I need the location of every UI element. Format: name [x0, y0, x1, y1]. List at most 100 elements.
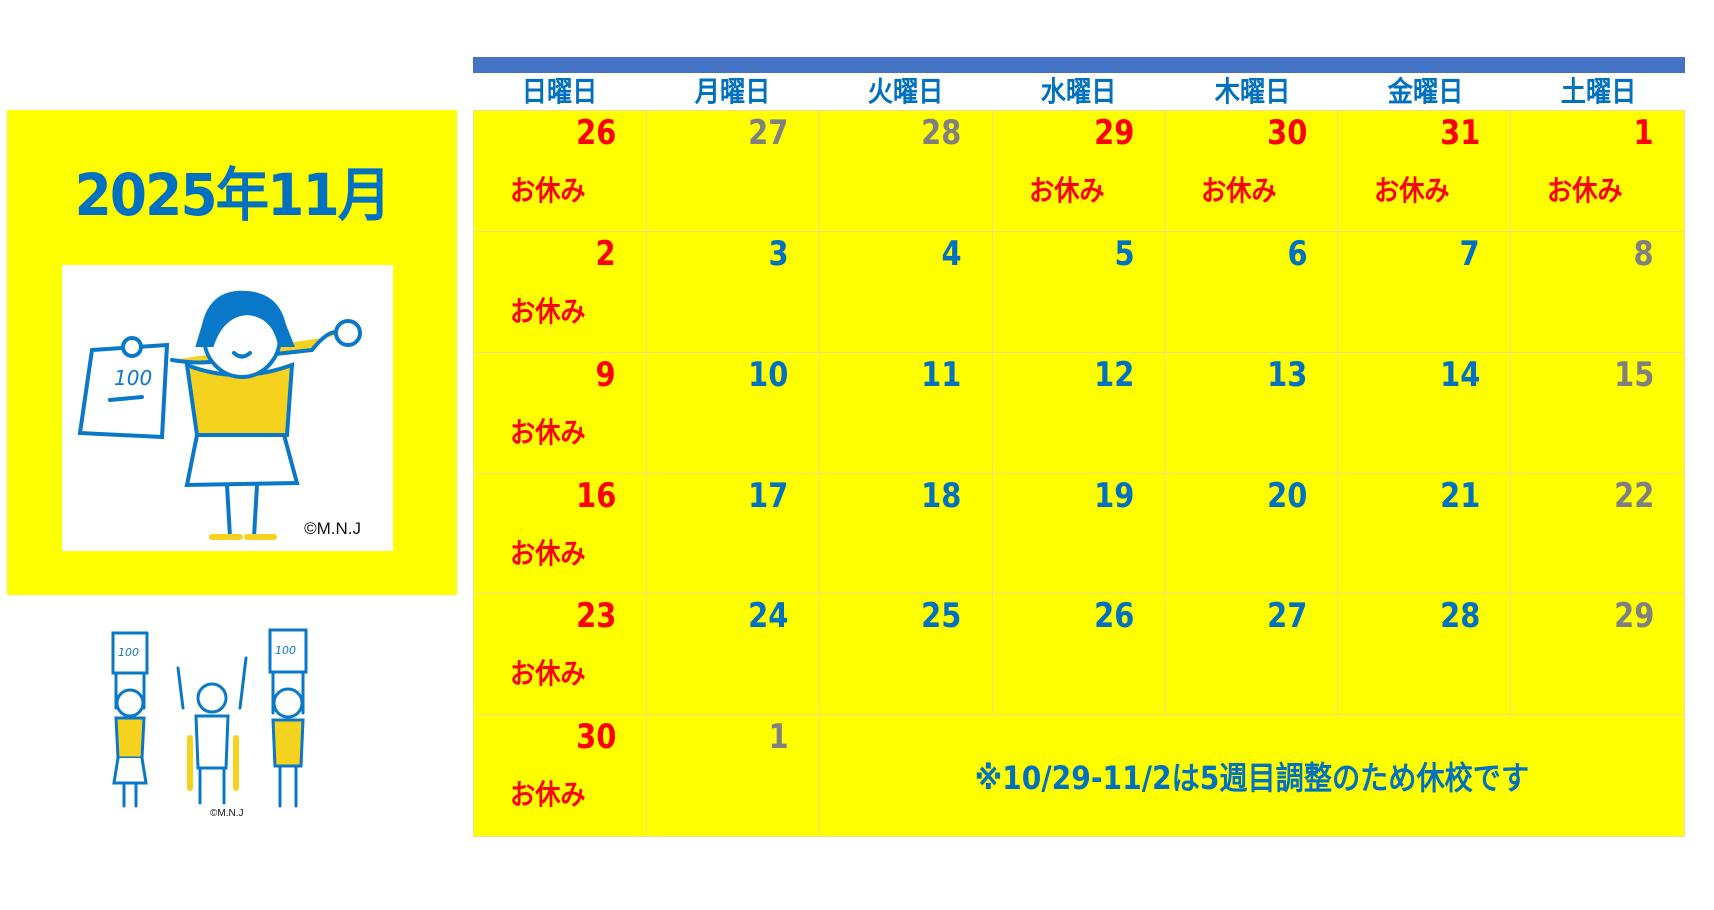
month-title: 2025年11月 — [74, 161, 392, 229]
day-cell: 21 — [1338, 473, 1512, 595]
calendar-grid: 26 お休み 27 28 29 お休み 30 お休み 31 お休み 1 お休み 2 お休み 3 4 5 6 7 8 9 お… — [473, 110, 1685, 837]
weekday-1: 月曜日 — [694, 75, 771, 108]
weekday-5: 金曜日 — [1387, 75, 1464, 108]
copyright-small: ©M.N.J — [210, 808, 244, 819]
day-number: 8 — [1633, 233, 1654, 274]
holiday-label: お休み — [510, 294, 586, 328]
paper-score-2: 100 — [275, 644, 296, 657]
day-cell: 1 お休み — [1511, 111, 1684, 232]
holiday-label: お休み — [1028, 174, 1105, 207]
day-cell: 5 — [992, 231, 1166, 353]
holiday-label: お休み — [510, 536, 586, 570]
day-number: 22 — [1613, 475, 1654, 516]
day-cell: 9 お休み — [474, 352, 647, 474]
day-cell: 7 — [1338, 231, 1512, 353]
day-cell: 16 お休み — [474, 473, 647, 595]
day-number: 23 — [575, 596, 616, 637]
day-number: 28 — [1439, 596, 1481, 637]
day-number: 26 — [575, 113, 616, 153]
day-cell: 23 お休み — [474, 594, 647, 716]
holiday-label: お休み — [510, 778, 586, 812]
holiday-label: お休み — [510, 415, 586, 449]
day-cell: 4 — [819, 231, 993, 353]
day-number: 7 — [1460, 233, 1481, 274]
day-cell: 20 — [1165, 473, 1339, 595]
day-cell: 24 — [646, 594, 820, 716]
day-number: 30 — [575, 717, 616, 758]
day-cell: 22 — [1511, 474, 1684, 595]
day-cell: 6 — [1165, 231, 1339, 353]
girl-illustration: 100 ©M.N.J — [62, 265, 393, 551]
day-cell: 13 — [1165, 352, 1339, 474]
day-number: 5 — [1114, 233, 1135, 274]
day-number: 11 — [921, 354, 962, 395]
day-number: 26 — [1094, 596, 1135, 637]
copyright: ©M.N.J — [304, 519, 361, 538]
day-cell: 11 — [819, 352, 993, 474]
month-panel: 2025年11月 100 ©M.N.J — [7, 110, 457, 595]
day-number: 27 — [1267, 596, 1308, 637]
day-number: 12 — [1094, 354, 1135, 395]
day-number: 30 — [1267, 113, 1308, 153]
day-cell: 12 — [992, 352, 1166, 474]
day-number: 18 — [921, 475, 962, 516]
day-cell: 1 — [647, 715, 820, 836]
day-cell: 17 — [646, 473, 820, 595]
day-cell: 27 — [1165, 594, 1339, 716]
weekday-header: 日曜日 月曜日 火曜日 水曜日 木曜日 金曜日 土曜日 — [473, 73, 1685, 110]
day-cell: 8 — [1511, 232, 1684, 353]
weekday-3: 水曜日 — [1041, 75, 1117, 108]
closure-note: ※10/29-11/2は5週目調整のため休校です — [820, 715, 1684, 836]
weekday-4: 木曜日 — [1214, 75, 1290, 108]
day-cell: 19 — [992, 473, 1166, 595]
day-number: 25 — [921, 596, 962, 637]
day-cell: 26 お休み — [474, 111, 647, 232]
day-cell: 31 お休み — [1338, 111, 1512, 232]
weekday-2: 火曜日 — [868, 75, 944, 108]
day-number: 31 — [1439, 113, 1481, 153]
day-number: 19 — [1094, 475, 1135, 516]
day-cell: 29 — [1511, 594, 1684, 716]
day-number: 2 — [595, 233, 616, 274]
day-cell: 2 お休み — [474, 231, 647, 353]
day-cell: 30 お休み — [1165, 111, 1339, 232]
day-number: 10 — [748, 354, 789, 395]
header-bar — [473, 57, 1685, 73]
weekday-6: 土曜日 — [1560, 75, 1637, 108]
day-number: 24 — [748, 596, 789, 637]
closure-note-text: ※10/29-11/2は5週目調整のため休校です — [974, 758, 1530, 797]
day-number: 20 — [1267, 475, 1308, 516]
day-number: 27 — [748, 113, 789, 153]
day-number: 21 — [1439, 475, 1481, 516]
holiday-label: お休み — [510, 174, 586, 207]
day-cell: 15 — [1511, 353, 1684, 474]
day-number: 3 — [768, 233, 789, 274]
day-cell: 14 — [1338, 352, 1512, 474]
day-number: 1 — [768, 717, 789, 758]
day-cell: 10 — [646, 352, 820, 474]
day-cell: 25 — [819, 594, 993, 716]
day-number: 29 — [1094, 113, 1135, 153]
students-illustration: 100 100 — [108, 628, 353, 823]
day-number: 9 — [595, 354, 616, 395]
day-cell: 28 — [1338, 594, 1512, 716]
day-cell: 28 — [819, 111, 993, 232]
day-cell: 27 — [646, 111, 820, 232]
holiday-label: お休み — [1547, 174, 1623, 207]
day-cell: 26 — [992, 594, 1166, 716]
weekday-0: 日曜日 — [521, 75, 598, 108]
holiday-label: お休み — [1201, 174, 1278, 207]
day-cell: 30 お休み — [474, 715, 647, 836]
day-number: 28 — [921, 113, 962, 153]
day-number: 13 — [1267, 354, 1308, 395]
day-number: 1 — [1633, 113, 1654, 153]
paper-score: 100 — [114, 366, 152, 390]
day-number: 4 — [941, 233, 962, 274]
holiday-label: お休み — [1374, 174, 1450, 207]
day-cell: 3 — [646, 231, 820, 353]
holiday-label: お休み — [510, 657, 586, 691]
day-number: 15 — [1613, 354, 1654, 395]
day-number: 29 — [1613, 596, 1654, 637]
day-number: 14 — [1439, 354, 1481, 395]
paper-score-1: 100 — [118, 646, 139, 659]
